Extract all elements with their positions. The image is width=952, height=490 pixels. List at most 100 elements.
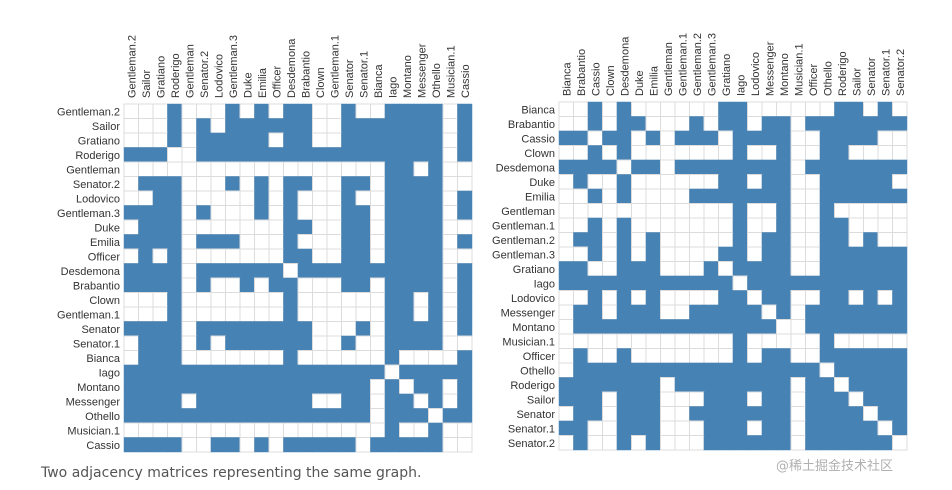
matrix-cell [834,275,850,291]
matrix-cell [181,277,197,293]
matrix-cell [254,234,270,250]
matrix-cell [181,393,197,409]
matrix-cell [834,232,850,248]
matrix-cell [776,406,792,422]
row-label: Gentleman [501,206,555,218]
matrix-cell [660,217,676,233]
matrix-cell [355,132,371,148]
matrix-cell [370,422,386,438]
matrix-cell [747,130,763,146]
matrix-cell [239,437,255,453]
matrix-cell [863,203,879,219]
matrix-cell [413,408,429,424]
matrix-cell [457,103,473,119]
matrix-cell [167,190,183,206]
matrix-cell [312,437,328,453]
matrix-cell [674,159,690,175]
matrix-cell [370,161,386,177]
matrix-cell [848,304,864,320]
matrix-cell [819,290,835,306]
column-label: Gentleman.2 [692,33,704,96]
matrix-cell [399,408,415,424]
matrix-cell [761,174,777,190]
matrix-cell [819,188,835,204]
matrix-cell [355,190,371,206]
matrix-cell [225,132,241,148]
matrix-cell [312,306,328,322]
matrix-cell [645,174,661,190]
matrix-cell [254,437,270,453]
matrix-cell [558,333,574,349]
matrix-cell [703,261,719,277]
matrix-cell [326,379,342,395]
matrix-cell [239,277,255,293]
matrix-cell [326,263,342,279]
matrix-cell [834,101,850,117]
matrix-cell [123,263,139,279]
matrix-cell [877,377,893,393]
matrix-cell [239,147,255,163]
matrix-cell [718,130,734,146]
matrix-cell [616,116,632,132]
matrix-cell [254,350,270,366]
matrix-cell [834,348,850,364]
matrix-cell [413,234,429,250]
column-label: Sailor [851,68,863,96]
matrix-cell [399,248,415,264]
matrix-cell [674,188,690,204]
matrix-cell [558,188,574,204]
matrix-cell [848,333,864,349]
column-label: Messenger [416,43,428,98]
matrix-cell [254,364,270,380]
matrix-cell [602,174,618,190]
matrix-cell [790,145,806,161]
matrix-cell [355,161,371,177]
matrix-cell [834,420,850,436]
matrix-cell [558,246,574,262]
matrix-cell [616,203,632,219]
matrix-cell [863,174,879,190]
matrix-cell [834,406,850,422]
matrix-cell [631,116,647,132]
matrix-cell [790,333,806,349]
matrix-cell [616,420,632,436]
matrix-cell [225,335,241,351]
matrix-cell [573,159,589,175]
matrix-cell [123,161,139,177]
matrix-cell [660,130,676,146]
matrix-cell [645,101,661,117]
matrix-cell [587,420,603,436]
matrix-cell [428,364,444,380]
matrix-cell [645,203,661,219]
matrix-cell [703,406,719,422]
matrix-cell [297,263,313,279]
matrix-cell [341,190,357,206]
matrix-cell [283,437,299,453]
matrix-cell [413,364,429,380]
matrix-cell [892,290,908,306]
matrix-cell [892,261,908,277]
matrix-cell [239,393,255,409]
matrix-cell [268,234,284,250]
matrix-cell [645,319,661,335]
matrix-cell [761,333,777,349]
column-label: Clown [315,67,327,98]
matrix-cell [776,362,792,378]
matrix-cell [413,437,429,453]
matrix-cell [689,348,705,364]
matrix-cell [660,290,676,306]
matrix-cell [210,393,226,409]
matrix-cell [805,362,821,378]
matrix-cell [863,232,879,248]
matrix-cell [384,263,400,279]
matrix-cell [399,205,415,221]
matrix-cell [442,364,458,380]
matrix-cell [776,188,792,204]
matrix-cell [457,437,473,453]
row-label: Senator.2 [73,179,120,191]
matrix-cell [805,319,821,335]
matrix-cell [123,321,139,337]
matrix-cell [834,159,850,175]
matrix-cell [297,161,313,177]
matrix-cell [210,277,226,293]
